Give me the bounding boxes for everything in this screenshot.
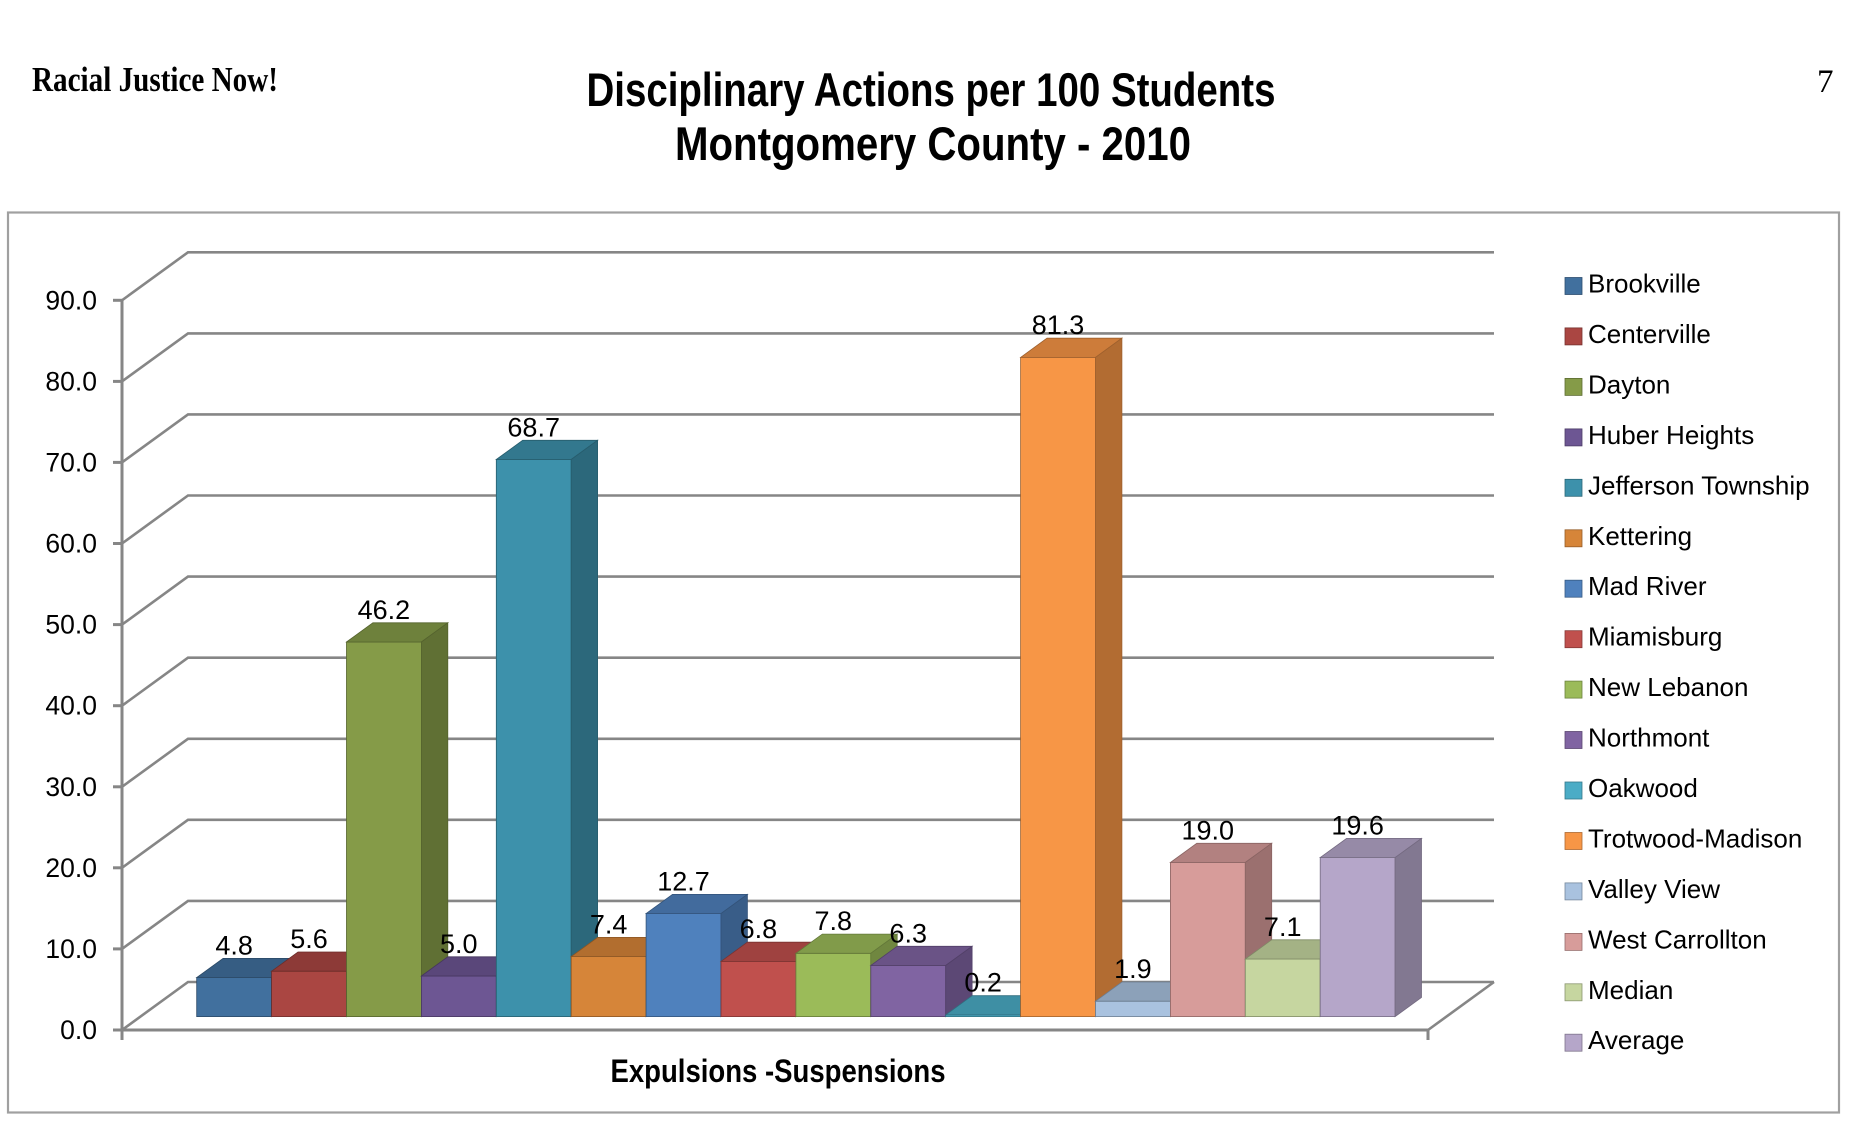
svg-text:1.9: 1.9 [1114, 954, 1152, 984]
svg-text:Miamisburg: Miamisburg [1588, 622, 1722, 652]
svg-text:New Lebanon: New Lebanon [1588, 672, 1748, 702]
svg-text:7.4: 7.4 [590, 909, 628, 939]
svg-text:7: 7 [1817, 64, 1834, 100]
svg-text:6.8: 6.8 [740, 914, 778, 944]
svg-text:Average: Average [1588, 1025, 1684, 1055]
svg-text:68.7: 68.7 [507, 412, 560, 442]
svg-text:5.6: 5.6 [290, 924, 328, 954]
svg-text:Valley View: Valley View [1588, 874, 1720, 904]
svg-text:Jefferson Township: Jefferson Township [1588, 470, 1810, 500]
svg-text:81.3: 81.3 [1032, 310, 1085, 340]
svg-text:19.6: 19.6 [1331, 810, 1384, 840]
svg-text:80.0: 80.0 [45, 366, 97, 396]
svg-text:Huber Heights: Huber Heights [1588, 420, 1754, 450]
svg-text:50.0: 50.0 [45, 610, 97, 640]
svg-text:Mad River: Mad River [1588, 571, 1707, 601]
svg-text:Racial Justice Now!: Racial Justice Now! [32, 60, 278, 99]
svg-text:10.0: 10.0 [45, 934, 97, 964]
svg-text:Median: Median [1588, 975, 1673, 1005]
svg-text:60.0: 60.0 [45, 529, 97, 559]
svg-text:7.1: 7.1 [1264, 912, 1302, 942]
svg-text:20.0: 20.0 [45, 853, 97, 883]
svg-text:0.2: 0.2 [964, 968, 1002, 998]
svg-text:Northmont: Northmont [1588, 723, 1710, 753]
svg-text:90.0: 90.0 [45, 285, 97, 315]
svg-text:5.0: 5.0 [440, 929, 478, 959]
svg-text:6.3: 6.3 [889, 918, 927, 948]
svg-text:12.7: 12.7 [657, 866, 710, 896]
svg-text:40.0: 40.0 [45, 691, 97, 721]
svg-text:70.0: 70.0 [45, 447, 97, 477]
svg-text:30.0: 30.0 [45, 772, 97, 802]
svg-text:7.8: 7.8 [815, 906, 853, 936]
svg-text:Expulsions -Suspensions: Expulsions -Suspensions [611, 1053, 946, 1089]
svg-text:Trotwood-Madison: Trotwood-Madison [1588, 824, 1802, 854]
svg-text:Centerville: Centerville [1588, 319, 1711, 349]
svg-text:4.8: 4.8 [215, 930, 253, 960]
svg-text:Brookville: Brookville [1588, 269, 1701, 299]
svg-text:Disciplinary Actions per 100 S: Disciplinary Actions per 100 Students [587, 63, 1276, 116]
svg-text:Montgomery County - 2010: Montgomery County - 2010 [675, 117, 1191, 170]
svg-text:Oakwood: Oakwood [1588, 773, 1698, 803]
svg-text:0.0: 0.0 [60, 1015, 97, 1045]
svg-text:Kettering: Kettering [1588, 521, 1692, 551]
svg-text:West Carrollton: West Carrollton [1588, 924, 1767, 954]
svg-text:19.0: 19.0 [1182, 815, 1235, 845]
svg-text:Dayton: Dayton [1588, 369, 1670, 399]
svg-text:46.2: 46.2 [358, 595, 411, 625]
